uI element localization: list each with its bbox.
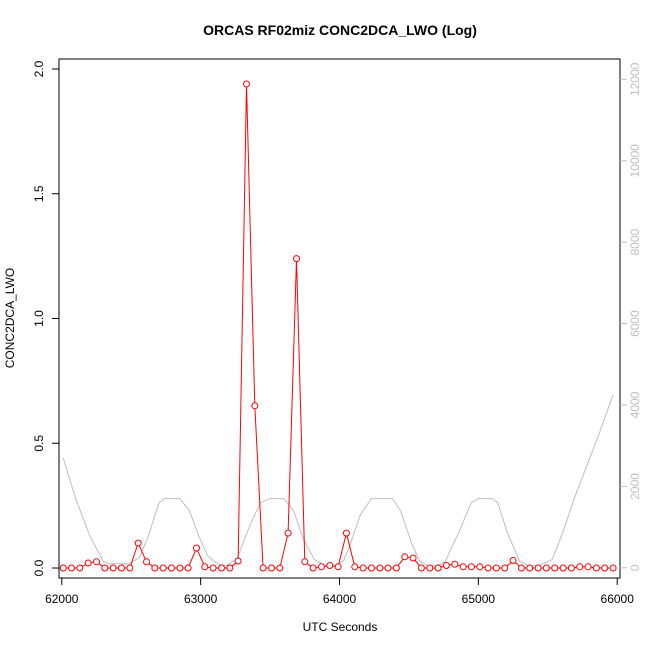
data-point <box>93 558 100 566</box>
x-tick-label: 66000 <box>601 592 635 606</box>
data-point <box>259 564 267 572</box>
y-tick-label: 0.5 <box>32 435 46 452</box>
data-point <box>118 564 125 572</box>
y-tick-label: 1.0 <box>32 310 46 327</box>
data-point <box>193 544 200 552</box>
data-point <box>268 564 275 572</box>
data-point <box>326 562 334 569</box>
chart-title: ORCAS RF02miz CONC2DCA_LWO (Log) <box>203 22 477 38</box>
series-line-secondary <box>62 394 614 567</box>
data-point <box>559 564 567 572</box>
data-point <box>567 564 575 572</box>
series-layer <box>59 80 617 572</box>
data-point <box>376 564 384 572</box>
data-point <box>451 560 459 568</box>
data-point <box>159 564 167 572</box>
data-point <box>317 563 325 571</box>
data-point <box>417 564 425 572</box>
y2-tick-label: 0 <box>628 564 642 571</box>
data-point <box>409 554 417 562</box>
y-tick-label: 0.0 <box>32 559 46 576</box>
data-point <box>226 564 234 572</box>
data-point <box>367 564 375 572</box>
data-point <box>284 529 292 537</box>
data-point <box>184 564 192 572</box>
data-point <box>68 564 75 572</box>
y2-tick-label: 12000 <box>628 62 642 96</box>
data-point <box>276 564 284 572</box>
y-tick-label: 1.5 <box>32 185 46 202</box>
data-point <box>484 564 492 572</box>
data-point <box>109 564 117 572</box>
data-point <box>293 255 300 263</box>
x-tick-label: 64000 <box>323 592 357 606</box>
data-point <box>84 559 92 567</box>
y2-tick-label: 8000 <box>628 229 642 256</box>
data-point <box>218 564 225 572</box>
data-point <box>426 564 434 572</box>
data-point <box>59 564 67 572</box>
data-point <box>392 564 400 572</box>
data-point <box>467 563 475 571</box>
data-point <box>101 564 109 572</box>
data-point <box>151 564 159 572</box>
data-point <box>551 564 559 572</box>
data-point <box>401 553 409 561</box>
data-point <box>309 564 317 572</box>
data-point <box>434 564 442 572</box>
data-point <box>601 564 609 572</box>
y2-tick-label: 2000 <box>628 473 642 500</box>
y-tick-label: 2.0 <box>32 60 46 77</box>
data-point <box>301 558 309 566</box>
data-point <box>243 80 250 88</box>
data-point <box>201 563 209 571</box>
data-point <box>459 563 467 571</box>
y-axis-label: CONC2DCA_LWO <box>3 268 17 368</box>
x-tick-label: 63000 <box>184 592 218 606</box>
data-point <box>342 529 350 537</box>
data-point <box>126 564 134 572</box>
y2-tick-label: 4000 <box>628 391 642 418</box>
data-point <box>351 563 359 571</box>
x-axis-label: UTC Seconds <box>303 620 378 634</box>
series-line-primary <box>63 83 614 569</box>
data-point <box>492 564 500 572</box>
data-point <box>542 564 550 572</box>
data-point <box>592 564 600 572</box>
data-point <box>509 557 517 564</box>
data-point <box>442 562 450 569</box>
data-point <box>576 563 584 571</box>
data-point <box>234 557 242 565</box>
y2-tick-label: 10000 <box>628 144 642 178</box>
y2-tick-label: 6000 <box>628 310 642 337</box>
data-point <box>143 558 150 566</box>
data-point <box>134 539 142 547</box>
data-point <box>76 564 84 572</box>
data-point <box>501 564 509 572</box>
data-point <box>534 564 542 572</box>
axes-layer: 62000 63000 64000 65000 66000 0.0 0.5 1.0 1.5 2.0… <box>32 60 642 606</box>
data-point <box>609 564 617 572</box>
data-point <box>526 564 534 572</box>
data-point <box>384 564 392 572</box>
data-point <box>251 402 259 410</box>
data-point <box>476 563 484 571</box>
data-point <box>517 564 525 572</box>
plot-frame <box>58 58 621 579</box>
data-point <box>176 564 184 572</box>
x-tick-label: 62000 <box>45 592 79 606</box>
data-point <box>584 563 592 571</box>
data-point <box>359 564 367 572</box>
data-point <box>209 564 217 572</box>
x-tick-label: 65000 <box>462 592 496 606</box>
data-point <box>334 563 342 571</box>
data-point <box>168 564 175 572</box>
